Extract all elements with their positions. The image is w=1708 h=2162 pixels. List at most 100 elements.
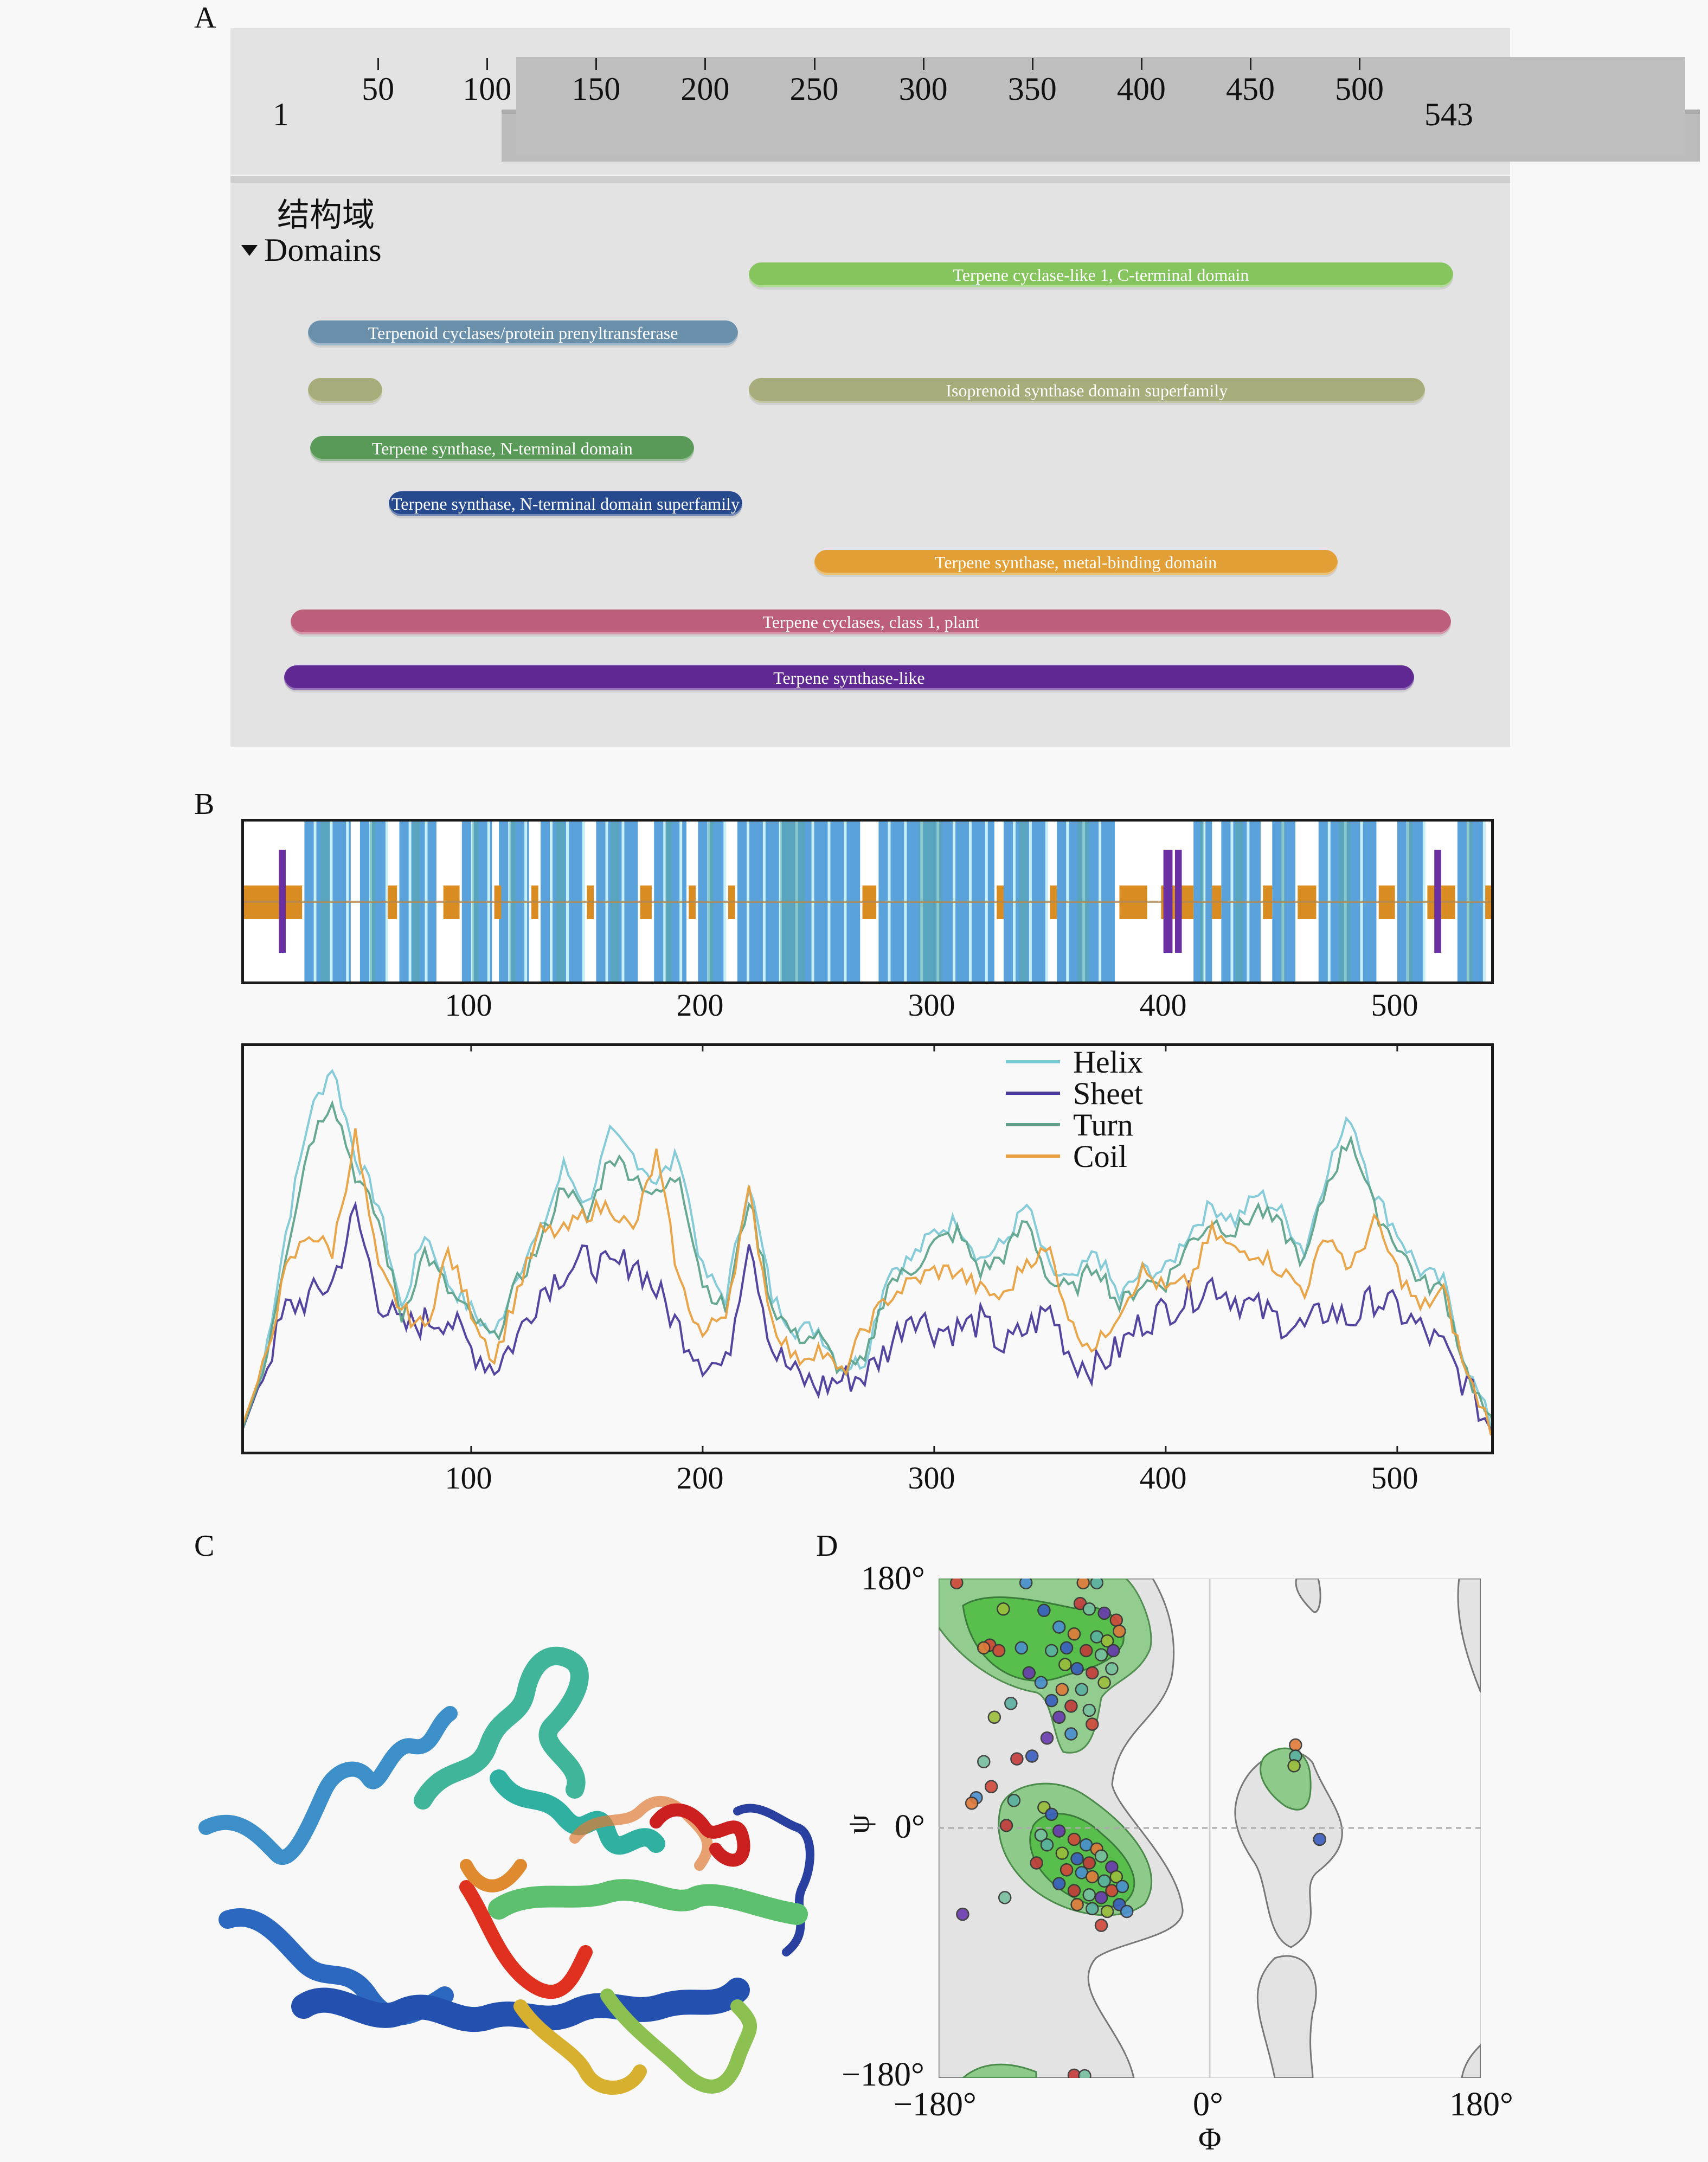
propensity-tick-label: 400: [1139, 1460, 1187, 1496]
legend-item: Coil: [1006, 1138, 1143, 1174]
domain-bar[interactable]: Terpene cyclase-like 1, C-terminal domai…: [748, 262, 1453, 287]
residue-point: [1067, 1832, 1081, 1846]
domain-label: Terpene cyclase-like 1, C-terminal domai…: [953, 265, 1249, 285]
residue-point: [1090, 1576, 1103, 1589]
residue-point: [1115, 1879, 1129, 1894]
panel-label-c: C: [194, 1529, 215, 1563]
ruler-tick: [813, 58, 816, 70]
residue-point: [1078, 2069, 1091, 2083]
residue-point: [1082, 1703, 1096, 1717]
residue-point: [1097, 1606, 1111, 1620]
residue-point: [992, 1644, 1006, 1658]
domain-label: Terpene synthase, N-terminal domain supe…: [391, 493, 740, 514]
legend-item: Helix: [1006, 1044, 1143, 1080]
residue-point: [1086, 1717, 1099, 1731]
residue-point: [1052, 1824, 1066, 1838]
residue-point: [1064, 1727, 1078, 1741]
residue-point: [1070, 1897, 1084, 1911]
residue-point: [1045, 1644, 1058, 1658]
ruler-tick: [1031, 58, 1033, 70]
ss-tick-label: 500: [1371, 987, 1418, 1023]
sheet-segment: [1174, 850, 1182, 953]
ramachandran-svg: [938, 1576, 1482, 2083]
legend-swatch: [1006, 1154, 1060, 1158]
residue-point: [997, 1602, 1010, 1616]
residue-point: [1082, 1602, 1096, 1616]
residue-point: [1106, 1644, 1120, 1658]
residue-point: [1079, 1644, 1093, 1658]
ss-tick-label: 200: [676, 987, 724, 1023]
propensity-tick-label: 300: [908, 1460, 955, 1496]
residue-point: [1025, 1749, 1039, 1763]
residue-point: [1045, 1693, 1058, 1708]
ruler-tick-label: 50: [362, 71, 395, 107]
domain-label: Terpene synthase, N-terminal domain: [371, 438, 633, 458]
x-tick-neg180: −180°: [894, 2086, 977, 2123]
domain-label: Terpene cyclases, class 1, plant: [762, 612, 979, 632]
domain-label: Terpene synthase, metal-binding domain: [935, 552, 1217, 572]
x-axis-label: Φ: [1198, 2121, 1222, 2157]
ruler-tick-label: 250: [789, 71, 839, 107]
secondary-structure-map: [241, 819, 1494, 984]
residue-point: [956, 1907, 969, 1921]
residue-point: [977, 1641, 991, 1655]
residue-point: [1060, 1863, 1074, 1877]
ss-tick-label: 300: [908, 987, 955, 1023]
residue-point: [1086, 1666, 1099, 1680]
helix-ribbon: [414, 1646, 589, 1810]
legend-label: Coil: [1073, 1138, 1127, 1174]
propensity-chart: Helix Sheet Turn Coil: [241, 1043, 1494, 1454]
residue-point: [1060, 1641, 1074, 1655]
panel-label-d: D: [816, 1529, 838, 1563]
domain-bar[interactable]: Terpene cyclases, class 1, plant: [291, 610, 1451, 634]
chart-legend: Helix Sheet Turn Coil: [1006, 1044, 1143, 1174]
section-title: 结构域: [277, 197, 375, 233]
residue-point: [1109, 1870, 1123, 1884]
residue-point: [1019, 1576, 1033, 1589]
ramachandran-points: [950, 1576, 1327, 2083]
domain-bar[interactable]: Terpene synthase-like: [284, 665, 1414, 690]
domain-bar[interactable]: Terpenoid cyclases/protein prenyltransfe…: [308, 320, 738, 345]
residue-point: [1058, 1658, 1072, 1671]
domains-group-label: Domains: [264, 232, 382, 268]
domain-bar[interactable]: [308, 378, 383, 403]
residue-point: [998, 1891, 1012, 1904]
ss-tick-label: 100: [445, 987, 492, 1023]
ruler-tick-label: 200: [680, 71, 730, 107]
propensity-x-axis: 100 200 300 400 500: [0, 1460, 1708, 1503]
domain-bar[interactable]: Terpene synthase, metal-binding domain: [814, 550, 1338, 575]
y-axis-label: ψ: [840, 1814, 876, 1834]
ruler-tick-label: 350: [1007, 71, 1057, 107]
domain-label: Terpenoid cyclases/protein prenyltransfe…: [368, 323, 678, 343]
ruler-start-label: 1: [273, 97, 289, 132]
domain-bar[interactable]: Isoprenoid synthase domain superfamily: [748, 378, 1425, 403]
panel-label-a: A: [194, 1, 216, 35]
residue-point: [1064, 1699, 1078, 1713]
y-tick-neg180: −180°: [842, 2056, 924, 2093]
sheet-segment: [1163, 850, 1173, 953]
propensity-tick-label: 100: [445, 1460, 492, 1496]
residue-point: [1022, 1666, 1036, 1680]
allowed-region: [1457, 1577, 1482, 1693]
sheet-segment: [1434, 850, 1441, 953]
helix-ribbon: [198, 1706, 458, 1865]
residue-point: [1097, 1874, 1111, 1888]
ruler-end-label: 543: [1424, 97, 1473, 132]
domain-track-list: Terpene cyclase-like 1, C-terminal domai…: [230, 28, 1510, 747]
domain-bar[interactable]: Terpene synthase, N-terminal domain supe…: [389, 491, 742, 516]
x-tick-0: 0°: [1193, 2086, 1223, 2123]
sheet-segment: [279, 850, 286, 953]
allowed-region: [1256, 1955, 1317, 2079]
legend-label: Turn: [1073, 1107, 1133, 1143]
domain-bar[interactable]: Terpene synthase, N-terminal domain: [310, 436, 695, 461]
series-line-coil: [244, 1128, 1491, 1436]
residue-point: [1030, 1856, 1043, 1870]
legend-label: Helix: [1073, 1044, 1143, 1080]
protein-ribbon-image: [198, 1646, 814, 2095]
residue-point: [950, 1576, 964, 1589]
ss-tick-label: 400: [1139, 987, 1187, 1023]
domains-toggle[interactable]: Domains: [241, 232, 382, 269]
residue-point: [1070, 1852, 1084, 1866]
residue-point: [1086, 1870, 1099, 1884]
residue-point: [1100, 1634, 1114, 1648]
